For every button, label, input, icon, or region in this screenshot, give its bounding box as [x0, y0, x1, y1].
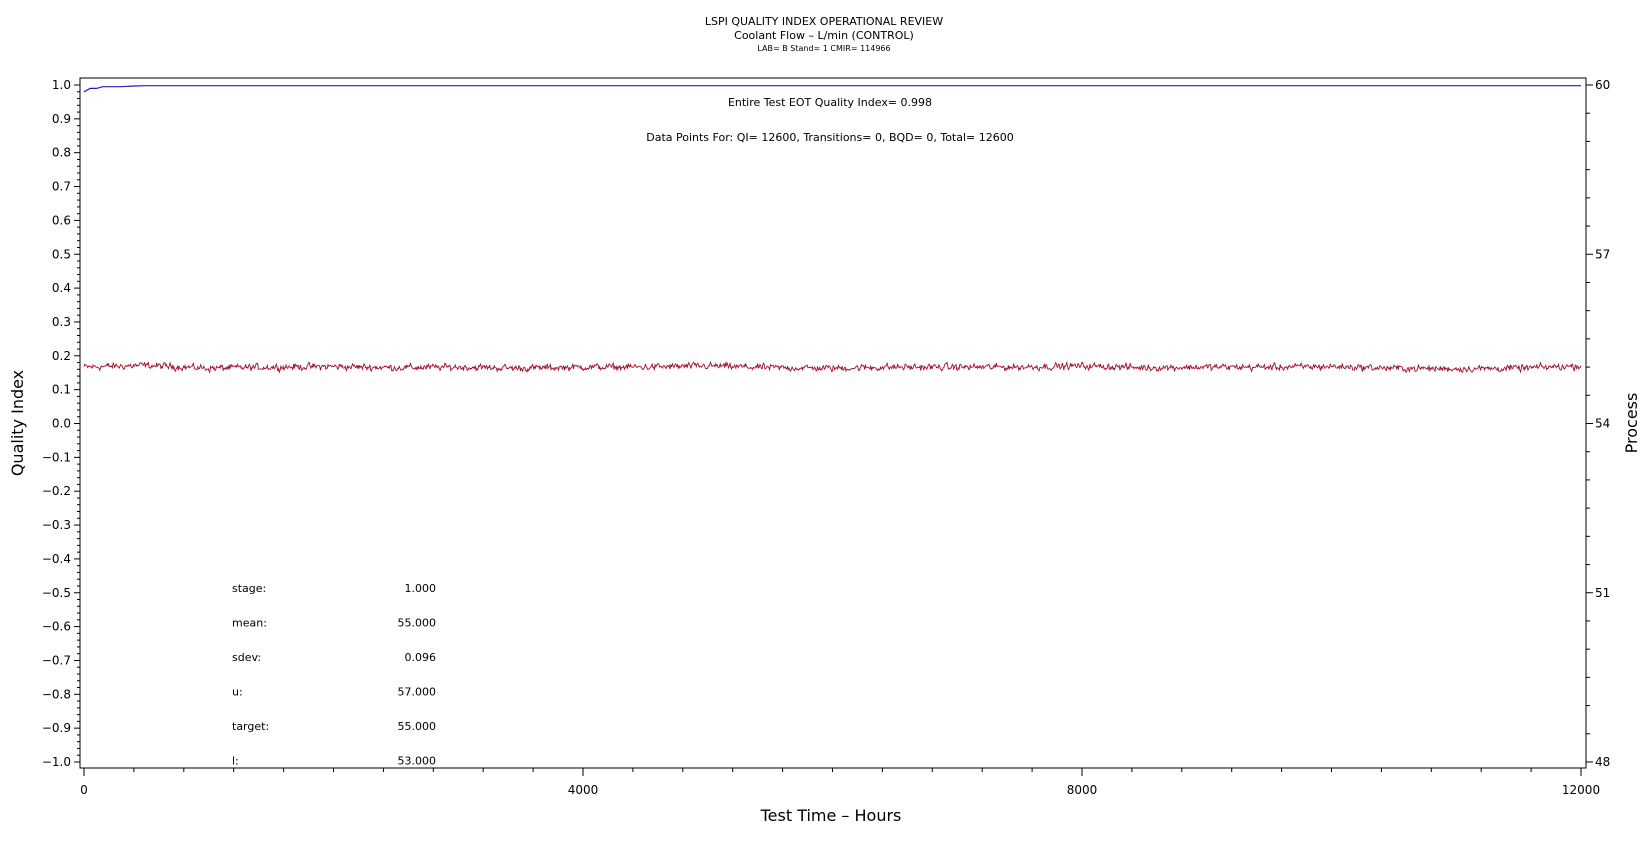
- stats-label: sdev:: [232, 651, 261, 664]
- y-axis-left: 1.0 0.9 0.8 0.7 0.6 0.5 0.4 0.3 0.2 0.1 0.0 −0.1 −0.…: [42, 78, 80, 769]
- y2-tick-label: 57: [1595, 247, 1610, 261]
- plot-frame: [79, 77, 1587, 769]
- y-tick-label: −0.8: [42, 687, 71, 701]
- stats-value: 55.000: [398, 617, 437, 630]
- stats-table: stage: 1.000 mean: 55.000 sdev: 0.096 u: 57.000…: [232, 582, 436, 768]
- chart-subtitle-lab: LAB= B Stand= 1 CMIR= 114966: [757, 44, 890, 53]
- chart-subtitle: Coolant Flow – L/min (CONTROL): [734, 29, 914, 42]
- stats-value: 53.000: [398, 755, 437, 768]
- y-tick-label: 0.9: [52, 112, 71, 126]
- y-tick-label: 0.8: [52, 146, 71, 160]
- y-tick-label: 0.4: [52, 281, 71, 295]
- y2-tick-label: 48: [1595, 755, 1610, 769]
- stats-label: target:: [232, 720, 269, 733]
- y-tick-label: 0.5: [52, 247, 71, 261]
- stats-value: 0.096: [405, 651, 437, 664]
- y-tick-label: −0.9: [42, 721, 71, 735]
- x-tick-label: 0: [80, 783, 88, 797]
- stats-label: mean:: [232, 617, 267, 630]
- stats-value: 1.000: [405, 582, 437, 595]
- y-tick-label: −0.2: [42, 484, 71, 498]
- y-tick-label: 0.0: [52, 417, 71, 431]
- x-axis-label: Test Time – Hours: [760, 806, 902, 825]
- y-tick-label: −0.5: [42, 586, 71, 600]
- x-tick-label: 12000: [1562, 783, 1600, 797]
- x-tick-label: 8000: [1067, 783, 1098, 797]
- y-tick-label: −0.4: [42, 552, 71, 566]
- chart-title: LSPI QUALITY INDEX OPERATIONAL REVIEW: [705, 15, 943, 28]
- y-axis-label: Quality Index: [8, 370, 27, 476]
- y2-tick-label: 51: [1595, 586, 1610, 600]
- stats-label: stage:: [232, 582, 266, 595]
- y-tick-label: −0.6: [42, 620, 71, 634]
- eot-quality-index-annotation: Entire Test EOT Quality Index= 0.998: [728, 96, 932, 109]
- series-layer: [83, 85, 1582, 374]
- y-tick-label: 0.2: [52, 349, 71, 363]
- x-axis: 0 4000 8000 12000: [80, 768, 1600, 797]
- y-tick-label: −0.1: [42, 450, 71, 464]
- process-line: [83, 360, 1582, 374]
- x-tick-label: 4000: [568, 783, 599, 797]
- stats-value: 57.000: [398, 686, 437, 699]
- y-tick-label: −1.0: [42, 755, 71, 769]
- y2-axis-label: Process: [1622, 393, 1641, 454]
- stats-value: 55.000: [398, 720, 437, 733]
- y-tick-label: 1.0: [52, 78, 71, 92]
- y-tick-label: 0.3: [52, 315, 71, 329]
- y2-tick-label: 60: [1595, 78, 1610, 92]
- quality-index-line: [83, 85, 1581, 93]
- stats-label: u:: [232, 686, 243, 699]
- y-tick-label: −0.7: [42, 653, 71, 667]
- y-tick-label: 0.6: [52, 213, 71, 227]
- y-axis-right: 60 57 54 51 48: [1586, 78, 1610, 769]
- data-points-annotation: Data Points For: QI= 12600, Transitions=…: [646, 131, 1014, 144]
- y2-tick-label: 54: [1595, 417, 1610, 431]
- y-tick-label: 0.1: [52, 383, 71, 397]
- stats-label: l:: [232, 755, 239, 768]
- y-tick-label: −0.3: [42, 518, 71, 532]
- y-tick-label: 0.7: [52, 180, 71, 194]
